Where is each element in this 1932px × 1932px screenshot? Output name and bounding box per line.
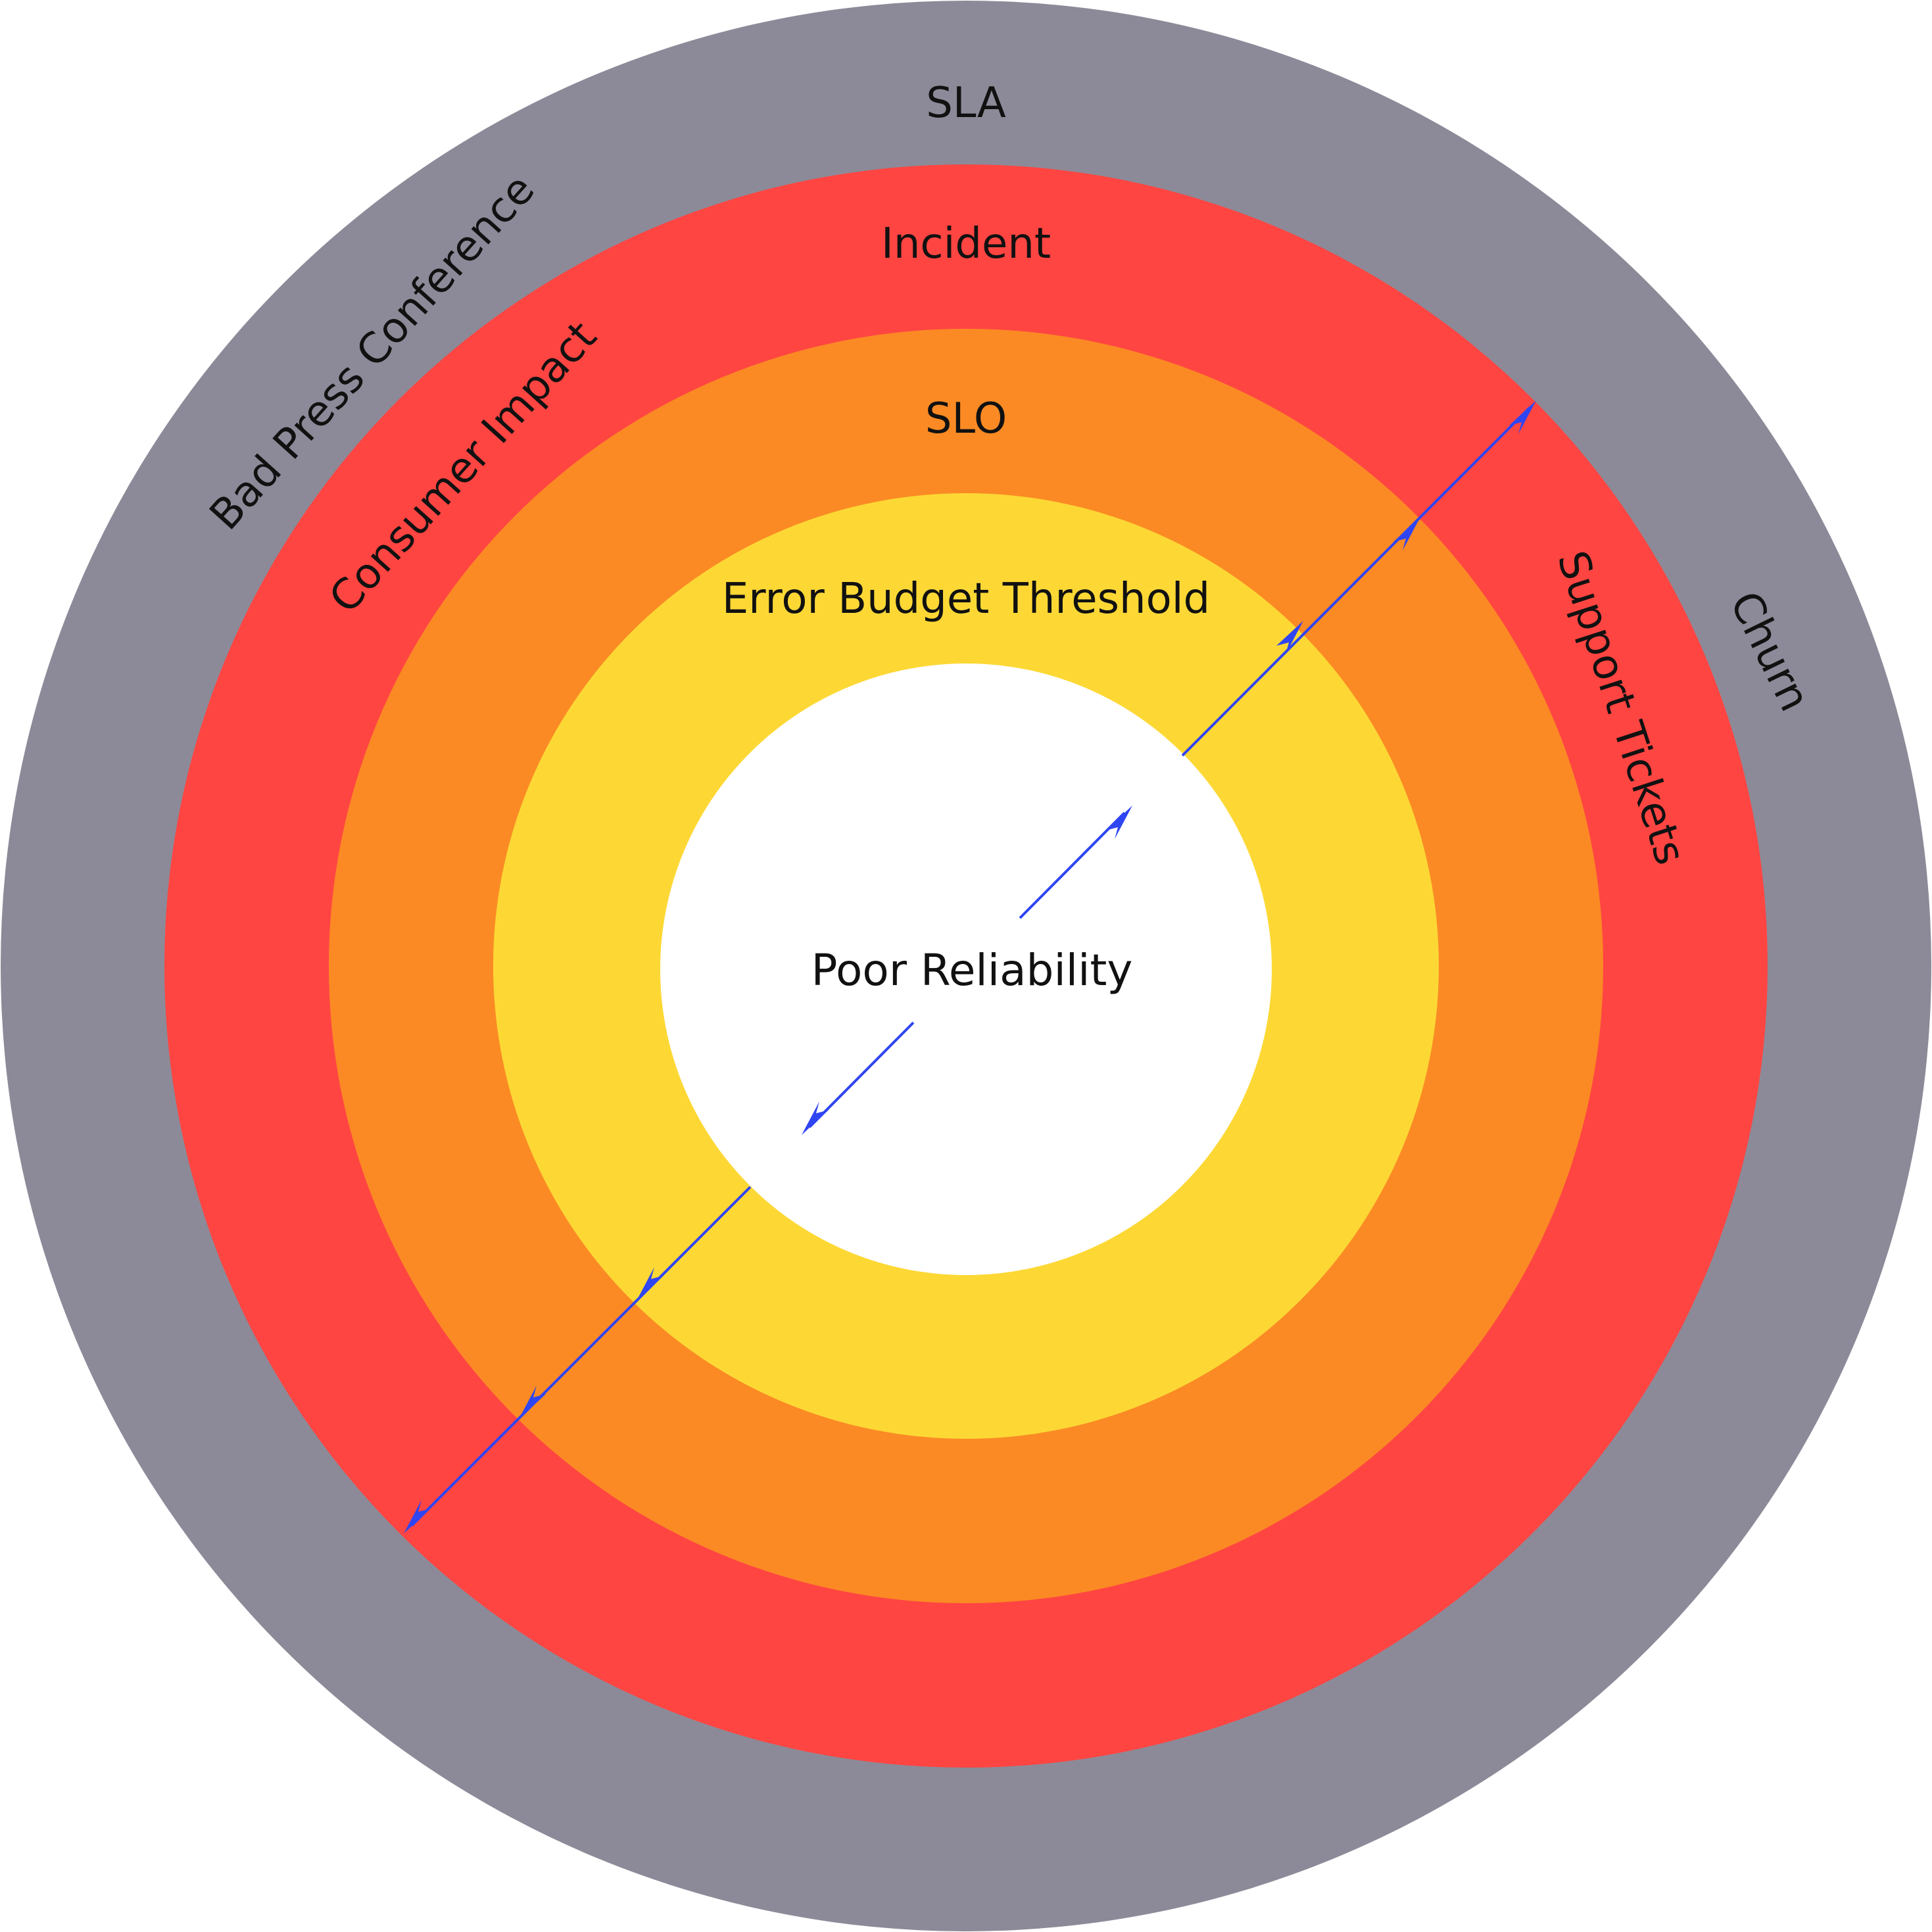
incident-label: Incident	[881, 220, 1051, 268]
arrow-head-lower-1	[637, 1267, 664, 1301]
error-budget-label: Error Budget Threshold	[722, 575, 1210, 623]
arrow-head-upper-1	[1276, 621, 1303, 654]
arrow-line-center-down	[808, 1021, 915, 1128]
arrow-line-upper	[1181, 406, 1531, 757]
sla-label: SLA	[926, 79, 1006, 128]
arrow-head-lower-3	[404, 1500, 431, 1534]
arrow-head-center-down	[802, 1101, 829, 1135]
poor-reliability-label: Poor Reliability	[811, 945, 1133, 996]
arrow-head-upper-3	[1509, 400, 1536, 434]
slo-label: SLO	[925, 395, 1007, 443]
arrow-head-upper-2	[1393, 517, 1420, 550]
arrow-line-center-up	[1019, 811, 1126, 919]
arrow-head-lower-2	[519, 1386, 546, 1419]
arrow-line-lower	[410, 1186, 752, 1527]
arrow-head-center-up	[1105, 806, 1132, 839]
